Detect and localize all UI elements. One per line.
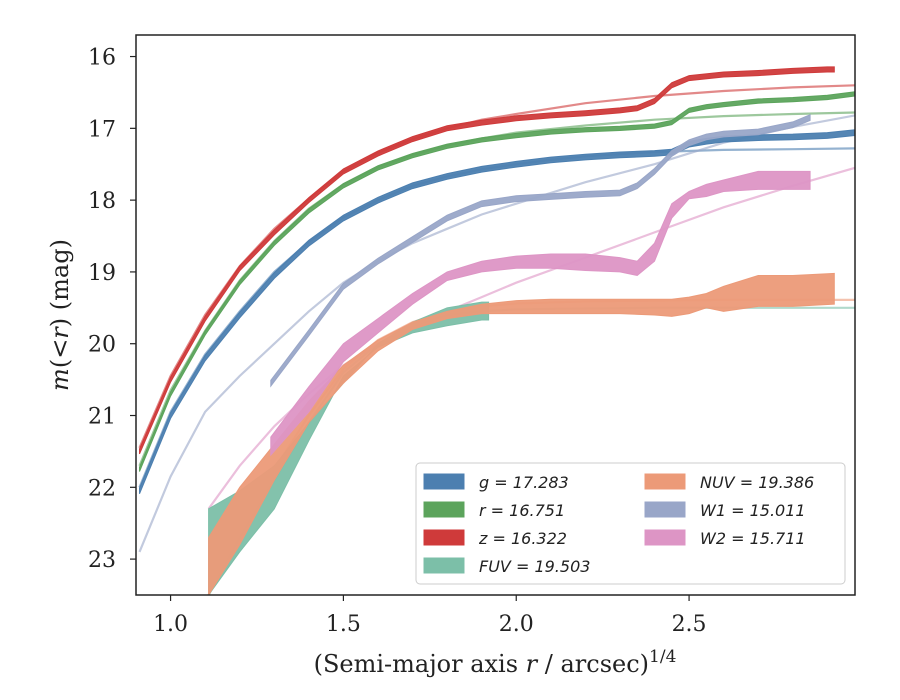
legend-swatch xyxy=(644,529,686,546)
legend-swatch xyxy=(423,529,465,546)
legend-label: z = 16.322 xyxy=(478,529,567,548)
legend-swatch xyxy=(423,473,465,490)
series-w2-band xyxy=(270,170,811,457)
legend-label: W1 = 15.011 xyxy=(700,501,806,520)
series-nuv-band xyxy=(208,272,835,595)
x-tick-label: 1.5 xyxy=(326,612,361,637)
legend-label: W2 = 15.711 xyxy=(700,529,806,548)
series-r-band xyxy=(139,91,855,472)
x-tick-label: 2.0 xyxy=(499,612,534,637)
x-tick-label: 1.0 xyxy=(153,612,188,637)
y-tick-label: 19 xyxy=(88,261,116,286)
legend-label: g = 17.283 xyxy=(479,473,569,492)
x-tick-label: 2.5 xyxy=(672,612,707,637)
y-tick-label: 17 xyxy=(88,117,116,142)
legend-swatch xyxy=(644,473,686,490)
series-z-band xyxy=(139,66,835,455)
legend-label: FUV = 19.503 xyxy=(479,557,590,576)
legend-swatch xyxy=(423,501,465,518)
legend-swatch xyxy=(644,501,686,518)
y-tick-label: 18 xyxy=(88,189,116,214)
legend-label: r = 16.751 xyxy=(479,501,565,520)
series-w1-band xyxy=(270,113,811,388)
legend-box xyxy=(415,462,846,585)
series-w1-model-line xyxy=(138,114,855,553)
y-tick-label: 22 xyxy=(88,476,116,501)
y-axis-label: m(<r) (mag) xyxy=(46,239,74,391)
y-tick-label: 21 xyxy=(88,405,116,430)
legend: g = 17.283 r = 16.751 z = 16.322 FUV = 19.5… xyxy=(415,462,846,585)
y-tick-label: 16 xyxy=(88,46,116,71)
y-tick-label: 23 xyxy=(88,548,116,573)
x-axis-label: (Semi-major axis r / arcsec)1/4 xyxy=(314,647,677,678)
legend-label: NUV = 19.386 xyxy=(700,473,814,492)
series-layer xyxy=(138,66,855,595)
plot-frame xyxy=(135,34,856,596)
legend-swatch xyxy=(423,557,465,574)
y-tick-label: 20 xyxy=(88,333,116,358)
series-g-band xyxy=(139,129,855,494)
tick-layer: 1.0 1.5 2.0 2.5 16 17 18 19 20 21 22 23 xyxy=(88,46,707,637)
